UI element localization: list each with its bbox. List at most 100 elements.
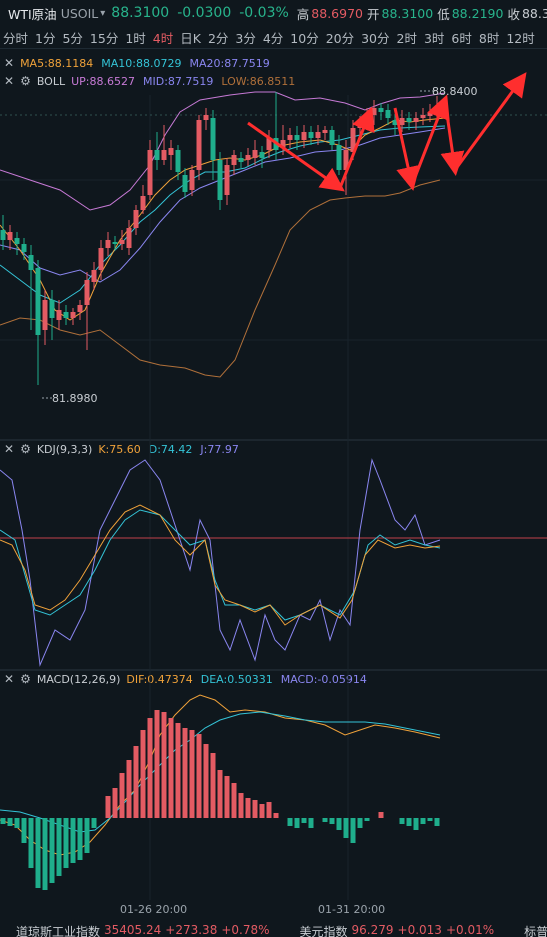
candle-body [217, 160, 223, 200]
macd-histogram-bar [287, 818, 293, 826]
macd-histogram-bar [336, 818, 342, 830]
macd-histogram-bar [196, 734, 202, 818]
candle-body [84, 280, 90, 305]
candle-body [42, 300, 48, 330]
tab-timeframe[interactable]: 1分 [35, 31, 56, 46]
annotation-arrow [440, 99, 465, 176]
ma-legend: ✕ MA5:88.1184 MA10:88.0729 MA20:87.7519 [0, 55, 270, 71]
annotation-arrow [410, 94, 450, 186]
candle-body [133, 210, 139, 228]
candle-body [294, 135, 300, 140]
candle-body [266, 138, 272, 150]
open-label: 开 [367, 6, 380, 22]
macd-histogram-bar [7, 818, 13, 826]
kdj-j-line [0, 458, 441, 667]
tab-timeframe[interactable]: 6时 [451, 31, 472, 46]
macd-histogram-bar [322, 818, 328, 822]
candle-body [182, 175, 188, 192]
tab-timeframe[interactable]: 2时 [396, 31, 417, 46]
candle-body [315, 132, 321, 138]
high-value: 88.6970 [311, 5, 363, 21]
tab-timeframe[interactable]: 3时 [423, 31, 445, 46]
close-icon[interactable]: ✕ [4, 672, 15, 686]
candle-body [238, 158, 244, 162]
macd-histogram-bar [126, 760, 132, 818]
high-label: 高 [296, 6, 310, 22]
kdj-name: KDJ(9,3,3) [36, 442, 93, 456]
close-icon[interactable]: ✕ [4, 56, 15, 70]
ma10-line [0, 125, 446, 304]
candle-body [427, 112, 433, 116]
candle-body [440, 108, 446, 110]
macd-histogram-bar [63, 818, 69, 868]
candle-body [273, 138, 279, 150]
macd-dif: DIF:0.47374 [126, 672, 193, 686]
macd-histogram-bar [21, 818, 27, 843]
low-value: 88.2190 [451, 5, 504, 21]
macd-histogram-bar [91, 818, 97, 828]
candle-body [301, 132, 307, 140]
tab-timeframe[interactable]: 日K [180, 31, 201, 46]
annotation-arrow [338, 106, 375, 189]
low-label: 低 [437, 6, 450, 22]
last-price: 88.3100 [111, 5, 170, 21]
open-value: 88.3100 [381, 5, 434, 21]
macd-histogram-bar [28, 818, 34, 868]
tab-timeframe[interactable]: 4时 [152, 31, 174, 46]
tab-timeframe[interactable]: 4分 [262, 31, 284, 46]
market-ticker[interactable]: 道琼斯工业指数 35405.24 +273.38 +0.78% 美元指数 96.… [0, 923, 547, 937]
macd-histogram-bar [77, 818, 83, 860]
time-axis-label: 01-26 20:00 [120, 903, 187, 916]
tab-timeframe[interactable]: 30分 [361, 31, 390, 46]
gear-icon[interactable]: ⚙ [20, 672, 31, 686]
macd-histogram-bar [203, 744, 209, 818]
price-change: -0.0300 [177, 5, 232, 21]
candle-body [154, 150, 160, 160]
macd-dif-line [0, 694, 441, 856]
tab-timeframe[interactable]: 12时 [506, 31, 535, 46]
instrument-name[interactable]: WTI原油 [8, 6, 57, 22]
gear-icon[interactable]: ⚙ [20, 442, 31, 456]
ma5-value: MA5:88.1184 [20, 56, 94, 70]
boll-upper-line [0, 91, 446, 211]
candle-body [105, 240, 111, 248]
tab-timeframe[interactable]: 8时 [478, 31, 500, 46]
candle-body [245, 155, 251, 160]
boll-legend: ✕ ⚙ BOLL UP:88.6527 MID:87.7519 LOW:86.8… [0, 73, 295, 89]
tab-timeframe[interactable]: 20分 [325, 31, 355, 46]
macd-histogram-bar [434, 818, 440, 826]
tab-timeframe[interactable]: 5分 [62, 31, 83, 46]
time-axis-label: 01-31 20:00 [318, 903, 385, 916]
candle-body [385, 110, 391, 118]
candle-body [168, 148, 174, 155]
ma5-line [0, 117, 446, 321]
instrument-symbol[interactable]: USOIL [60, 5, 99, 21]
candle-body [343, 150, 349, 170]
candle-body [0, 230, 6, 240]
annotation-arrow [453, 72, 527, 171]
candle-body [399, 118, 405, 125]
tab-timeframe[interactable]: 分时 [3, 31, 29, 46]
candle-body [175, 150, 181, 172]
tab-timeframe[interactable]: 1时 [125, 31, 146, 46]
candle-body [322, 130, 328, 133]
macd-histogram-bar [427, 818, 433, 821]
candle-body [413, 118, 419, 122]
tab-timeframe[interactable]: 10分 [290, 31, 319, 46]
tab-timeframe[interactable]: 3分 [235, 31, 256, 46]
macd-histogram-bar [49, 818, 55, 883]
candle-body [392, 120, 398, 125]
dow-name: 道琼斯工业指数 [16, 925, 101, 937]
tab-timeframe[interactable]: 2分 [207, 31, 229, 46]
chevron-down-icon[interactable]: ▾ [100, 7, 106, 19]
tab-timeframe[interactable]: 15分 [89, 31, 119, 46]
gear-icon[interactable]: ⚙ [20, 74, 31, 88]
candle-body [119, 240, 125, 244]
candle-body [161, 150, 167, 160]
low-marker-label: 81.8980 [52, 392, 98, 405]
candle-body [252, 150, 258, 158]
candle-body [21, 244, 27, 252]
close-icon[interactable]: ✕ [4, 442, 15, 456]
close-icon[interactable]: ✕ [4, 74, 15, 88]
